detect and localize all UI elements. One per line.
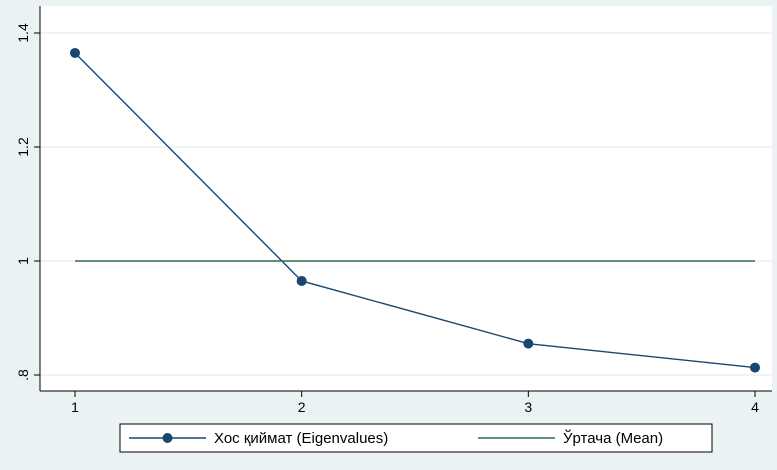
series-line-0 <box>74 52 756 369</box>
x-tick-label-1: 2 <box>298 399 306 415</box>
data-point-0-0 <box>70 47 80 58</box>
legend-box <box>119 423 713 453</box>
y-tick-label-2: 1.2 <box>15 137 31 157</box>
data-point-0-3 <box>750 362 760 373</box>
y-tick-label-1: 1 <box>15 257 31 265</box>
legend-label-1: Ўртача (Mean) <box>563 429 663 447</box>
legend-label-0: Хос қиймат (Eigenvalues) <box>214 430 388 447</box>
y-axis-ticks: .8 1 1.2 1.4 <box>15 23 40 381</box>
x-tick-label-2: 3 <box>524 399 532 415</box>
y-tick-label-3: 1.4 <box>15 23 31 43</box>
series-lines <box>70 47 760 373</box>
data-point-0-1 <box>296 275 307 286</box>
x-tick-label-0: 1 <box>71 399 79 415</box>
x-tick-label-3: 4 <box>751 399 759 415</box>
plot-area <box>40 6 772 391</box>
data-point-0-2 <box>523 338 534 349</box>
x-axis-ticks: 1 2 3 4 <box>71 391 759 415</box>
y-tick-label-0: .8 <box>15 369 31 381</box>
legend-marker-0 <box>162 433 173 443</box>
legend: Хос қиймат (Eigenvalues) Ўртача (Mean) <box>119 423 713 453</box>
